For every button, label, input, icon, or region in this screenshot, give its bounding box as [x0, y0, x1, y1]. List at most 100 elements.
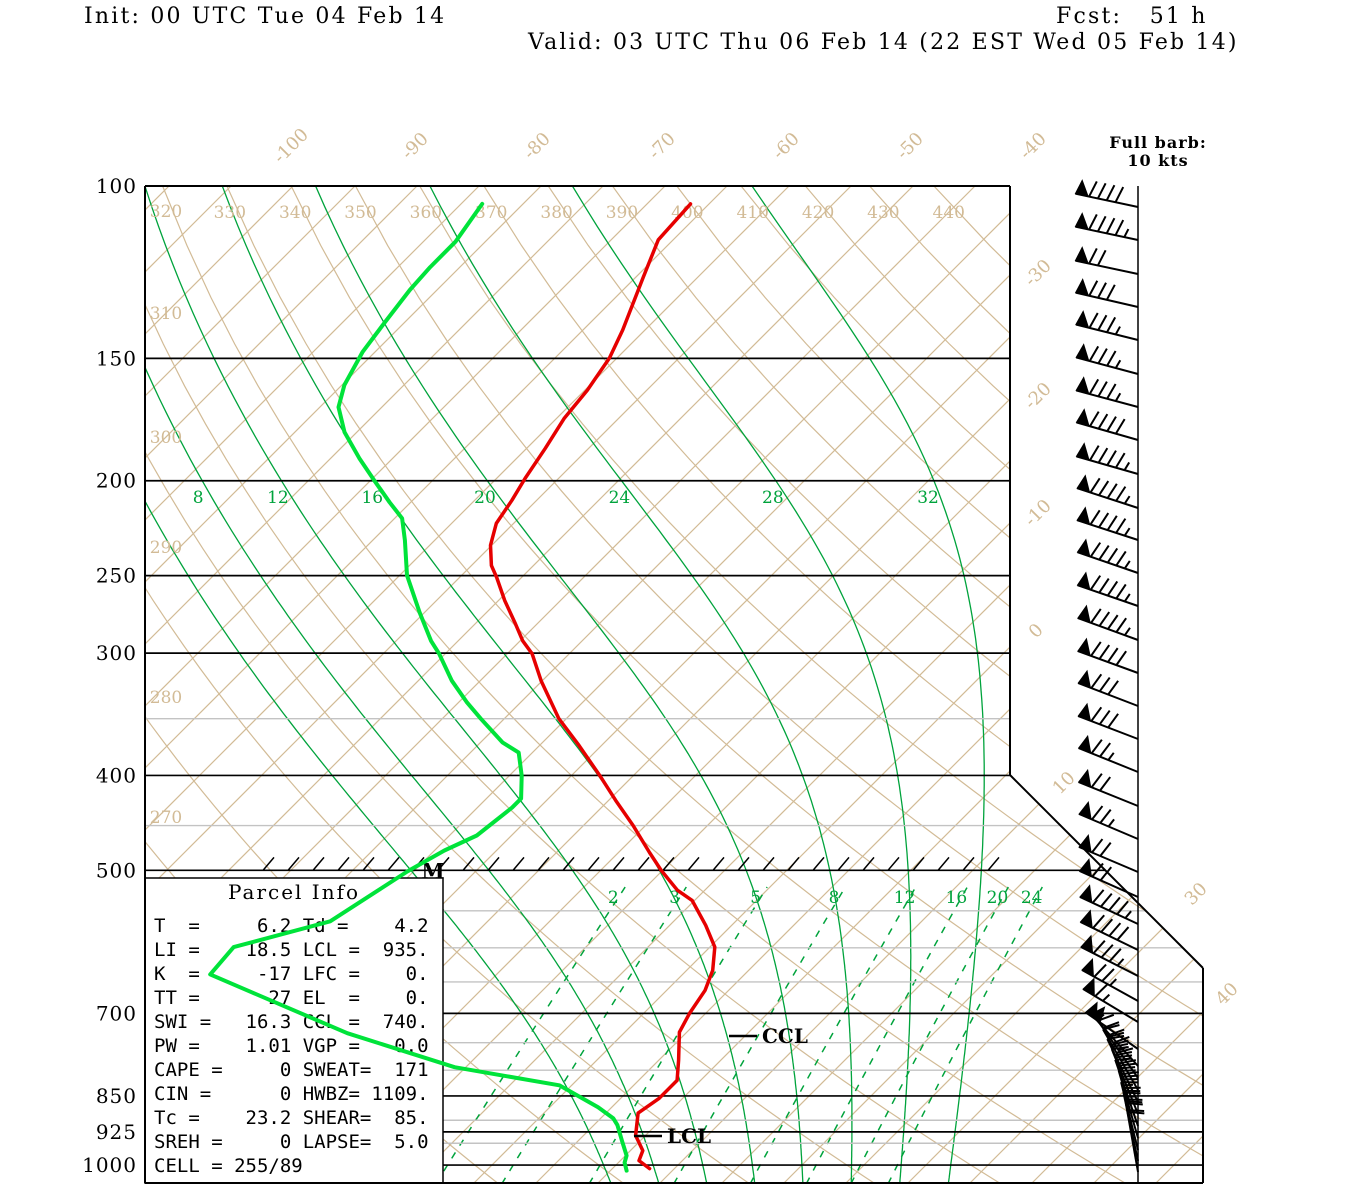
parcel-info-line: SREH = 0 LAPSE= 5.0: [154, 1131, 429, 1153]
parcel-info-line: SWI = 16.3 CCL = 740.: [154, 1011, 429, 1033]
hash-tick: [362, 856, 375, 871]
barb-full: [1115, 650, 1127, 666]
isotherm-line: [145, 186, 418, 1183]
barb-full: [1108, 896, 1121, 912]
barb-half: [1123, 495, 1131, 505]
dry-adiabat-line: [162, 186, 1127, 1183]
dry-adiabat-line: [933, 186, 1203, 1183]
barb-full: [1100, 918, 1114, 933]
moist-adiabat-line: [145, 186, 660, 1183]
barb-full: [1092, 939, 1106, 954]
isotherm-top-label: -40: [1015, 128, 1050, 163]
hash-tick: [712, 856, 725, 871]
moist-adiabat-label: 8: [193, 488, 204, 508]
isotherm-line: [845, 186, 1203, 1183]
barb-half: [1123, 228, 1130, 238]
pressure-axis-label: 200: [96, 469, 137, 493]
moist-adiabat-line: [145, 186, 612, 1183]
barb-full: [1099, 866, 1113, 881]
pressure-axis-label: 150: [96, 346, 137, 370]
dry-adiabat-label: 360: [410, 203, 442, 223]
dry-adiabat-label: 290: [150, 538, 182, 558]
isotherm-right-label: -20: [1020, 378, 1055, 413]
barb-full: [1097, 381, 1108, 397]
isotherm-line: [145, 186, 356, 1183]
barb-full: [1098, 644, 1111, 660]
moist-adiabat-label: 20: [474, 488, 496, 508]
wind-barb: [1077, 669, 1139, 707]
barb-pennant: [1082, 977, 1095, 997]
dry-adiabat-label: 420: [802, 203, 834, 223]
barb-full: [1098, 676, 1111, 692]
wind-barb: [1078, 833, 1139, 873]
pressure-axis-label: 100: [96, 174, 137, 198]
wind-barb: [1077, 702, 1139, 740]
barb-pennant: [1079, 909, 1093, 929]
barb-full: [1105, 217, 1116, 234]
dry-adiabat-line: [483, 186, 1203, 1183]
m-level-marker: M: [421, 858, 444, 883]
isotherm-line: [145, 186, 852, 1183]
isotherm-line: [145, 186, 480, 1183]
hash-tick: [937, 856, 950, 871]
isotherm-line: [1155, 186, 1203, 1183]
barb-full: [1088, 378, 1100, 395]
isotherm-line: [1031, 186, 1203, 1183]
moist-adiabat-label: 32: [917, 488, 939, 508]
dry-adiabat-line: [547, 186, 1203, 1183]
barb-pennant: [1081, 958, 1094, 978]
dry-adiabat-line: [226, 186, 1203, 1183]
dry-adiabat-line: [290, 186, 1203, 1183]
barb-half: [1124, 627, 1131, 636]
moist-adiabat-label: 16: [361, 488, 383, 508]
moist-adiabat-line: [571, 186, 912, 1183]
barb-full: [1115, 452, 1126, 469]
barb-full: [1093, 963, 1107, 978]
isotherm-line: [145, 186, 914, 1183]
pressure-axis-label: 250: [96, 564, 137, 588]
barb-pennant: [1077, 734, 1092, 754]
barb-full: [1111, 1042, 1129, 1049]
dry-adiabat-label: 410: [736, 203, 768, 223]
barb-full: [1108, 948, 1122, 963]
wind-barbs: [1074, 179, 1145, 1173]
barb-full: [1114, 186, 1125, 203]
hash-tick: [812, 856, 825, 871]
barb-legend-line2: 10 kts: [1127, 151, 1189, 170]
hash-tick: [737, 856, 750, 871]
barb-pennant: [1074, 278, 1090, 297]
barb-full: [1090, 739, 1103, 754]
barb-full: [1107, 647, 1119, 663]
hash-tick: [387, 856, 400, 871]
barb-half: [1116, 958, 1125, 967]
barb-pennant: [1075, 376, 1090, 395]
pressure-axis-label: 500: [96, 858, 137, 882]
barb-full: [1094, 983, 1109, 997]
barb-full: [1116, 1047, 1134, 1054]
mixing-ratio-line: [850, 886, 1009, 1183]
wind-barb: [1074, 179, 1139, 208]
barb-full: [1088, 280, 1099, 297]
barb-full: [1102, 1021, 1120, 1029]
barb-full: [1116, 900, 1129, 915]
parcel-info-rect: [144, 877, 444, 1184]
barb-half: [1107, 818, 1115, 828]
dry-adiabat-line: [612, 186, 1203, 1183]
hash-tick: [462, 856, 475, 871]
barb-full: [1099, 742, 1112, 758]
barb-full: [1092, 914, 1105, 929]
barb-full: [1121, 1071, 1139, 1076]
dry-adiabat-label: 270: [150, 808, 182, 828]
isotherm-line: [349, 186, 1203, 1183]
barb-full: [1125, 1100, 1143, 1104]
isotherm-line: [969, 186, 1203, 1183]
dewpoint-trace: [208, 201, 629, 1173]
moist-adiabat-line: [315, 186, 804, 1183]
isotherm-line: [145, 186, 666, 1183]
wind-barb: [1079, 884, 1139, 925]
init-time-label: Init: 00 UTC Tue 04 Feb 14: [84, 4, 447, 29]
barb-full: [1090, 706, 1103, 722]
pressure-axis-label: 1000: [82, 1153, 137, 1177]
isotherm-line: [0, 186, 107, 1183]
barb-full: [1106, 483, 1118, 499]
